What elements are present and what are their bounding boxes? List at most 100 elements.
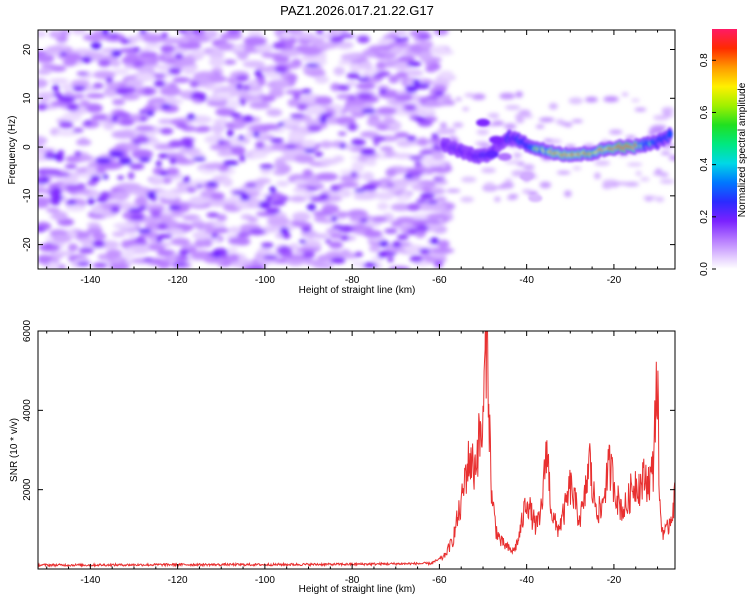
colorbar-gradient: [712, 29, 737, 269]
noise-blob: [71, 30, 87, 35]
noise-blob: [163, 191, 180, 200]
y-tick-label: 0: [22, 144, 33, 150]
noise-blob: [668, 155, 675, 161]
noise-blob: [662, 113, 674, 118]
noise-blob: [405, 85, 418, 94]
noise-blob: [337, 84, 351, 91]
noise-blob: [339, 33, 355, 38]
noise-blob: [137, 65, 155, 74]
noise-blob: [284, 143, 297, 150]
noise-blob: [359, 218, 369, 223]
noise-blob: [156, 249, 176, 257]
noise-blob: [56, 172, 71, 177]
noise-blob: [360, 148, 376, 156]
noise-blob: [331, 215, 338, 222]
noise-blob: [448, 136, 458, 142]
noise-blob: [39, 95, 50, 104]
noise-blob: [303, 93, 317, 100]
noise-blob: [51, 211, 68, 221]
noise-blob: [452, 122, 464, 128]
noise-blob: [49, 30, 62, 39]
noise-blob: [72, 85, 86, 92]
noise-blob: [139, 51, 158, 59]
noise-blob: [170, 237, 191, 246]
noise-blob: [206, 181, 218, 187]
noise-blob: [608, 129, 623, 135]
noise-blob: [230, 112, 242, 118]
noise-blob: [269, 201, 286, 206]
noise-blob: [306, 186, 319, 191]
noise-blob: [222, 59, 237, 65]
noise-blob: [92, 262, 108, 269]
noise-blob: [335, 41, 354, 50]
noise-blob: [112, 68, 130, 75]
noise-blob: [464, 93, 476, 98]
spectrogram-signal-layer: [440, 118, 673, 203]
noise-blob: [289, 113, 306, 119]
noise-blob: [268, 88, 285, 98]
noise-blob: [328, 241, 343, 249]
noise-blob: [48, 189, 62, 197]
noise-blob: [157, 223, 168, 230]
noise-blob: [357, 77, 370, 82]
noise-blob: [372, 135, 386, 142]
noise-blob: [429, 237, 439, 245]
noise-blob: [86, 227, 103, 235]
noise-blob: [433, 260, 444, 268]
noise-blob: [601, 183, 613, 189]
noise-blob: [315, 30, 324, 35]
noise-blob: [347, 94, 356, 101]
y-tick-label: 2000: [22, 478, 33, 501]
noise-blob: [91, 232, 107, 240]
noise-blob: [301, 88, 312, 94]
noise-blob: [255, 177, 272, 185]
noise-blob: [430, 247, 455, 254]
noise-blob: [66, 103, 79, 112]
noise-blob: [117, 175, 125, 180]
noise-blob: [585, 96, 598, 103]
noise-blob: [142, 257, 154, 262]
noise-blob: [175, 255, 190, 262]
noise-blob: [180, 137, 194, 145]
noise-blob: [95, 157, 112, 164]
noise-blob: [568, 97, 583, 105]
noise-blob: [414, 160, 422, 168]
x-tick-label: -60: [432, 275, 447, 286]
noise-blob: [101, 30, 110, 36]
noise-blob: [191, 221, 206, 228]
noise-blob: [407, 227, 418, 235]
noise-blob: [652, 171, 668, 176]
noise-blob: [634, 107, 647, 112]
signal-branch: [489, 135, 504, 144]
noise-blob: [172, 77, 191, 84]
noise-blob: [74, 151, 82, 156]
noise-blob: [314, 96, 333, 106]
noise-blob: [47, 261, 60, 269]
snr-panel: -140 -120 -100 -80 -60 -40 -20 2000 4000 6000 Hei…: [9, 319, 676, 595]
noise-blob: [214, 91, 232, 98]
noise-blob: [244, 183, 257, 188]
colorbar-label: Normalized spectral amplitude: [737, 82, 748, 217]
y-tick-label: 4000: [22, 399, 33, 422]
noise-blob: [346, 72, 361, 80]
noise-blob: [76, 183, 86, 191]
noise-blob: [371, 216, 388, 223]
y-tick-label: 6000: [22, 319, 33, 342]
noise-blob: [337, 131, 347, 136]
noise-blob: [417, 34, 432, 40]
noise-blob: [572, 166, 582, 171]
noise-blob: [388, 265, 411, 269]
noise-blob: [290, 219, 307, 228]
noise-blob: [329, 233, 343, 239]
noise-blob: [153, 80, 166, 88]
noise-blob: [661, 106, 674, 114]
noise-blob: [67, 243, 79, 252]
noise-blob: [250, 151, 268, 159]
noise-blob: [104, 88, 117, 98]
noise-blob: [259, 164, 274, 170]
noise-blob: [391, 241, 402, 248]
noise-blob: [314, 75, 330, 84]
noise-blob: [83, 120, 92, 126]
noise-blob: [168, 140, 185, 148]
